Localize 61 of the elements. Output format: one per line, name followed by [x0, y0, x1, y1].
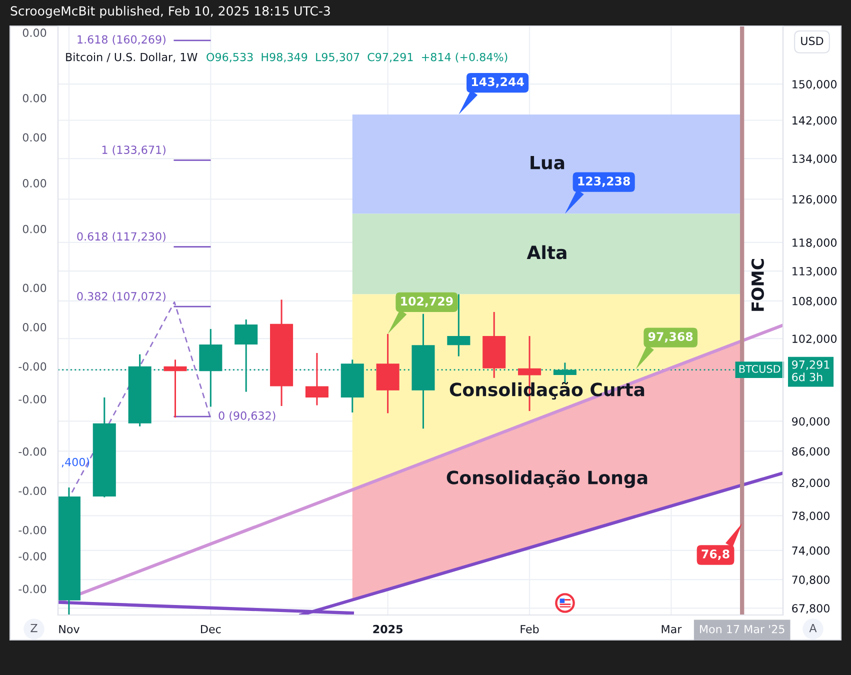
x-tick-label: Nov — [59, 625, 80, 634]
y2-tick-label: 0.00 — [22, 284, 46, 292]
candlestick — [305, 352, 328, 406]
series-label: 0.618 (117,230) — [77, 232, 166, 242]
y2-tick-label: 0.00 — [22, 94, 46, 102]
text: Bitcoin / U.S. Dollar, 1W — [66, 52, 198, 62]
y-tick-label: 134,000 — [792, 154, 837, 164]
y-tick-label: 108,000 — [792, 296, 837, 306]
ref-line-label: FOMC — [751, 259, 764, 311]
y-tick-label: 97,291 6d 3h — [792, 360, 830, 382]
ref-line-label: BTCUSD — [739, 364, 780, 373]
y-tick-label: 82,000 — [792, 478, 830, 488]
y2-tick-label: 0.00 — [22, 179, 46, 188]
y2-tick-label: -0.00 — [18, 447, 46, 456]
series-label: 1.618 (160,269) — [78, 35, 166, 45]
y2-tick-label: 0.00 — [22, 133, 46, 142]
y-tick-label: 74,000 — [792, 546, 830, 556]
annotation: 97,368 — [648, 332, 693, 343]
annotation: 102,729 — [401, 296, 453, 308]
y-tick-label: 150,000 — [792, 80, 837, 90]
y2-tick-label: -0.00 — [18, 395, 46, 404]
y-tick-label: 142,000 — [792, 116, 837, 126]
y-tick-label: 90,000 — [792, 417, 830, 427]
series-label: 1 (133,671) — [102, 145, 166, 156]
y2-tick-label: 0.00 — [22, 224, 46, 234]
annotation: 123,238 — [578, 176, 630, 188]
y-tick-label: 113,000 — [792, 266, 837, 277]
y2-tick-label: -0.00 — [18, 362, 46, 371]
x-tick-label: Feb — [520, 624, 539, 634]
x-tick-label: Dec — [201, 625, 221, 634]
text: A — [809, 624, 817, 632]
annotation: ,400) — [62, 458, 90, 468]
y-tick-label: 126,000 — [792, 195, 837, 205]
annotation: O96,533 H98,349 L95,307 C97,291 +814 (+0.84%) — [206, 52, 508, 63]
chart-title: ScroogeMcBit published, Feb 10, 2025 18:15 UTC-3 — [10, 6, 330, 18]
y2-tick-label: -0.00 — [18, 584, 46, 594]
series-label: 0.382 (107,072) — [77, 292, 166, 302]
candlestick — [164, 358, 187, 418]
candlestick — [234, 318, 258, 393]
y-tick-label: 102,000 — [792, 334, 837, 344]
y-tick-label: 67,800 — [792, 604, 830, 614]
annotation: Consolidação Longa — [446, 470, 648, 488]
text: Z — [30, 624, 38, 632]
y-tick-label: 78,000 — [792, 512, 830, 522]
y2-tick-label: 0.00 — [22, 323, 46, 332]
y-tick-label: 118,000 — [792, 238, 837, 248]
annotation: 76,8 — [702, 550, 730, 560]
y2-tick-label: 0.00 — [22, 28, 46, 37]
x-tick-label: Mon 17 Mar '25 — [700, 624, 784, 634]
annotation: Alta — [526, 245, 566, 260]
y2-tick-label: -0.00 — [18, 526, 46, 534]
x-tick-label: Mar — [662, 625, 682, 634]
series-label: 0 (90,632) — [218, 411, 276, 422]
y2-tick-label: -0.00 — [18, 486, 46, 496]
y-tick-label: 70,800 — [792, 576, 830, 586]
annotation: 143,244 — [472, 77, 524, 88]
y2-tick-label: -0.00 — [18, 552, 46, 560]
x-tick-label: 2025 — [373, 624, 402, 634]
annotation: Lua — [530, 156, 564, 170]
y-tick-label: 86,000 — [792, 447, 830, 457]
y-axis-title: USD — [801, 36, 824, 46]
